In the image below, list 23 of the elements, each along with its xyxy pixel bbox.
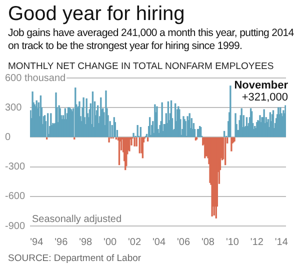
y-tick-label: 0 bbox=[5, 132, 11, 143]
y-tick-label: -300 bbox=[5, 162, 26, 173]
x-tick-label: '08 bbox=[201, 236, 215, 248]
x-tick-label: '98 bbox=[79, 236, 93, 248]
x-tick-label: '96 bbox=[54, 236, 68, 248]
y-tick-label: 600 thousand bbox=[5, 72, 66, 84]
source-note: SOURCE: Department of Labor bbox=[8, 253, 142, 264]
x-tick-label: '00 bbox=[104, 236, 118, 248]
y-tick-label: -900 bbox=[5, 220, 26, 232]
y-tick-label: -600 bbox=[5, 191, 26, 202]
y-tick-label: 300 bbox=[5, 102, 22, 114]
y-axis-title: MONTHLY NET CHANGE IN TOTAL NONFARM EMPLOYEES bbox=[8, 61, 274, 72]
chart-subtitle: Job gains have averaged 241,000 a month this year, putting 2014 on track to be the strongest year for hiring since 1999. bbox=[8, 27, 295, 53]
x-tick-label: '94 bbox=[30, 236, 44, 248]
x-tick-label: '04 bbox=[152, 236, 166, 248]
annotation: November +321,000 bbox=[234, 80, 289, 104]
x-tick-label: '06 bbox=[176, 236, 190, 248]
x-tick-label: '14 bbox=[274, 236, 288, 248]
x-tick-label: '10 bbox=[226, 236, 240, 248]
x-tick-label: '02 bbox=[128, 236, 142, 248]
annotation: Seasonally adjusted bbox=[32, 214, 122, 226]
x-tick-label: '12 bbox=[250, 236, 264, 248]
chart-title: Good year for hiring bbox=[8, 2, 185, 26]
